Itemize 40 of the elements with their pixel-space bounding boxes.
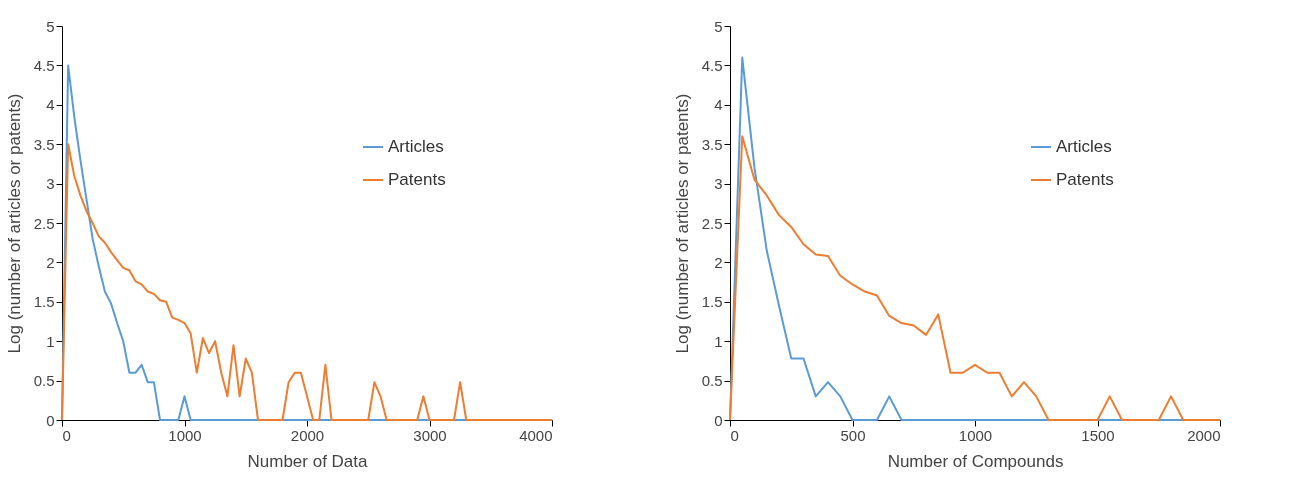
x-tick-label: 3000 [413,426,447,444]
y-tick-label: 3.5 [33,135,55,153]
y-tick-label: 4 [714,96,723,114]
x-tick-label: 1000 [168,426,202,444]
y-tick-label: 2.5 [701,214,723,232]
y-axis-title: Log (number of articles or patents) [4,93,24,354]
x-tick-label: 1500 [1081,426,1115,444]
legend-label: Articles [388,137,444,156]
y-tick-label: 1.5 [33,293,55,311]
legend-label: Articles [1056,137,1112,156]
y-tick-label: 0.5 [701,372,723,390]
legend-label: Patents [388,170,446,189]
y-tick-label: 4 [46,96,55,114]
x-tick-label: 2000 [290,426,325,444]
legend-label: Patents [1056,170,1114,189]
y-tick-label: 3 [714,175,723,193]
y-tick-label: 4.5 [33,56,55,74]
y-tick-label: 3 [46,175,55,193]
y-tick-label: 0.5 [33,372,55,390]
y-tick-label: 0 [46,411,55,429]
y-tick-label: 3.5 [701,135,723,153]
x-axis-title: Number of Data [247,451,369,471]
y-tick-label: 0 [714,411,723,429]
y-axis-title: Log (number of articles or patents) [672,93,692,354]
x-tick-label: 1000 [958,426,993,444]
x-tick-label: 2000 [1187,426,1221,444]
x-tick-label: 4000 [519,426,553,444]
x-tick-label: 0 [730,426,739,444]
y-tick-label: 2 [714,253,723,271]
y-tick-label: 2 [46,253,55,271]
y-tick-label: 5 [714,17,723,35]
x-axis-title: Number of Compounds [887,451,1064,471]
x-tick-label: 0 [62,426,71,444]
y-tick-label: 1 [714,332,723,350]
y-tick-label: 5 [46,17,55,35]
y-tick-label: 1.5 [701,293,723,311]
x-tick-label: 500 [840,426,866,444]
y-tick-label: 1 [46,332,55,350]
y-tick-label: 4.5 [701,56,723,74]
y-tick-label: 2.5 [33,214,55,232]
